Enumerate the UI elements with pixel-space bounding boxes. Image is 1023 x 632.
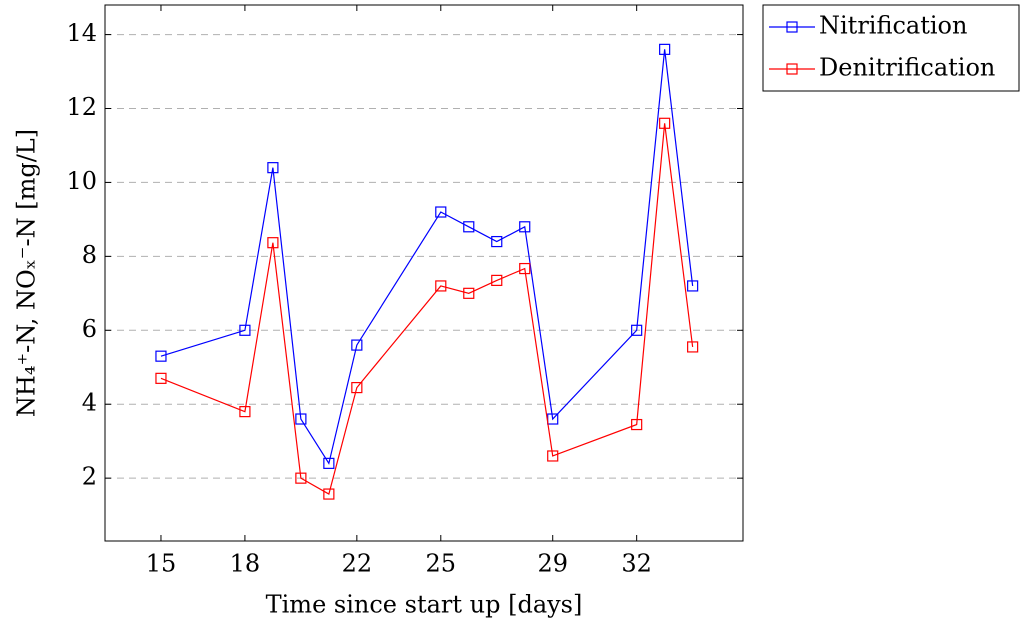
legend-box — [762, 4, 1020, 92]
marker — [267, 162, 279, 174]
x-tick-label: 15 — [146, 550, 177, 578]
marker — [491, 235, 503, 248]
y-axis-label: NH₄⁺-N, NOₓ⁻-N [mg/L] — [13, 129, 41, 417]
y-tick-label: 4 — [82, 389, 97, 417]
y-tick-label: 14 — [66, 19, 97, 47]
x-tick-label: 29 — [537, 550, 568, 578]
series-line — [160, 49, 694, 465]
series-line — [160, 123, 694, 495]
legend-marker — [786, 21, 798, 33]
x-axis-label: Time since start up [days] — [266, 591, 583, 619]
x-tick-label: 22 — [342, 550, 373, 578]
marker — [491, 274, 503, 286]
marker — [631, 324, 643, 336]
x-tick-label: 25 — [426, 550, 457, 578]
marker — [239, 324, 251, 336]
marker — [463, 287, 475, 299]
marker — [547, 450, 559, 462]
marker — [267, 237, 279, 249]
marker — [631, 418, 643, 431]
marker — [687, 341, 699, 353]
marker — [687, 280, 699, 292]
legend-label: Nitrification — [819, 12, 967, 40]
marker — [155, 350, 167, 362]
y-tick-label: 10 — [66, 167, 97, 195]
marker — [295, 472, 307, 484]
marker — [323, 488, 335, 500]
marker — [659, 43, 671, 55]
marker — [155, 372, 167, 384]
marker — [351, 381, 363, 394]
y-tick-label: 2 — [82, 463, 97, 491]
y-tick-label: 8 — [82, 241, 97, 269]
plot-frame — [104, 4, 744, 542]
marker — [463, 221, 475, 233]
marker — [519, 221, 531, 233]
marker — [659, 117, 671, 129]
marker — [239, 406, 251, 418]
legend-label: Denitrification — [819, 54, 995, 82]
marker — [323, 457, 335, 469]
legend-marker — [786, 63, 798, 75]
marker — [435, 280, 447, 292]
marker — [351, 339, 363, 351]
x-tick-label: 18 — [230, 550, 261, 578]
y-tick-label: 12 — [66, 93, 97, 121]
y-tick-label: 6 — [82, 315, 97, 343]
marker — [519, 262, 531, 275]
x-tick-label: 32 — [621, 550, 652, 578]
marker — [295, 413, 307, 425]
marker — [435, 206, 447, 218]
